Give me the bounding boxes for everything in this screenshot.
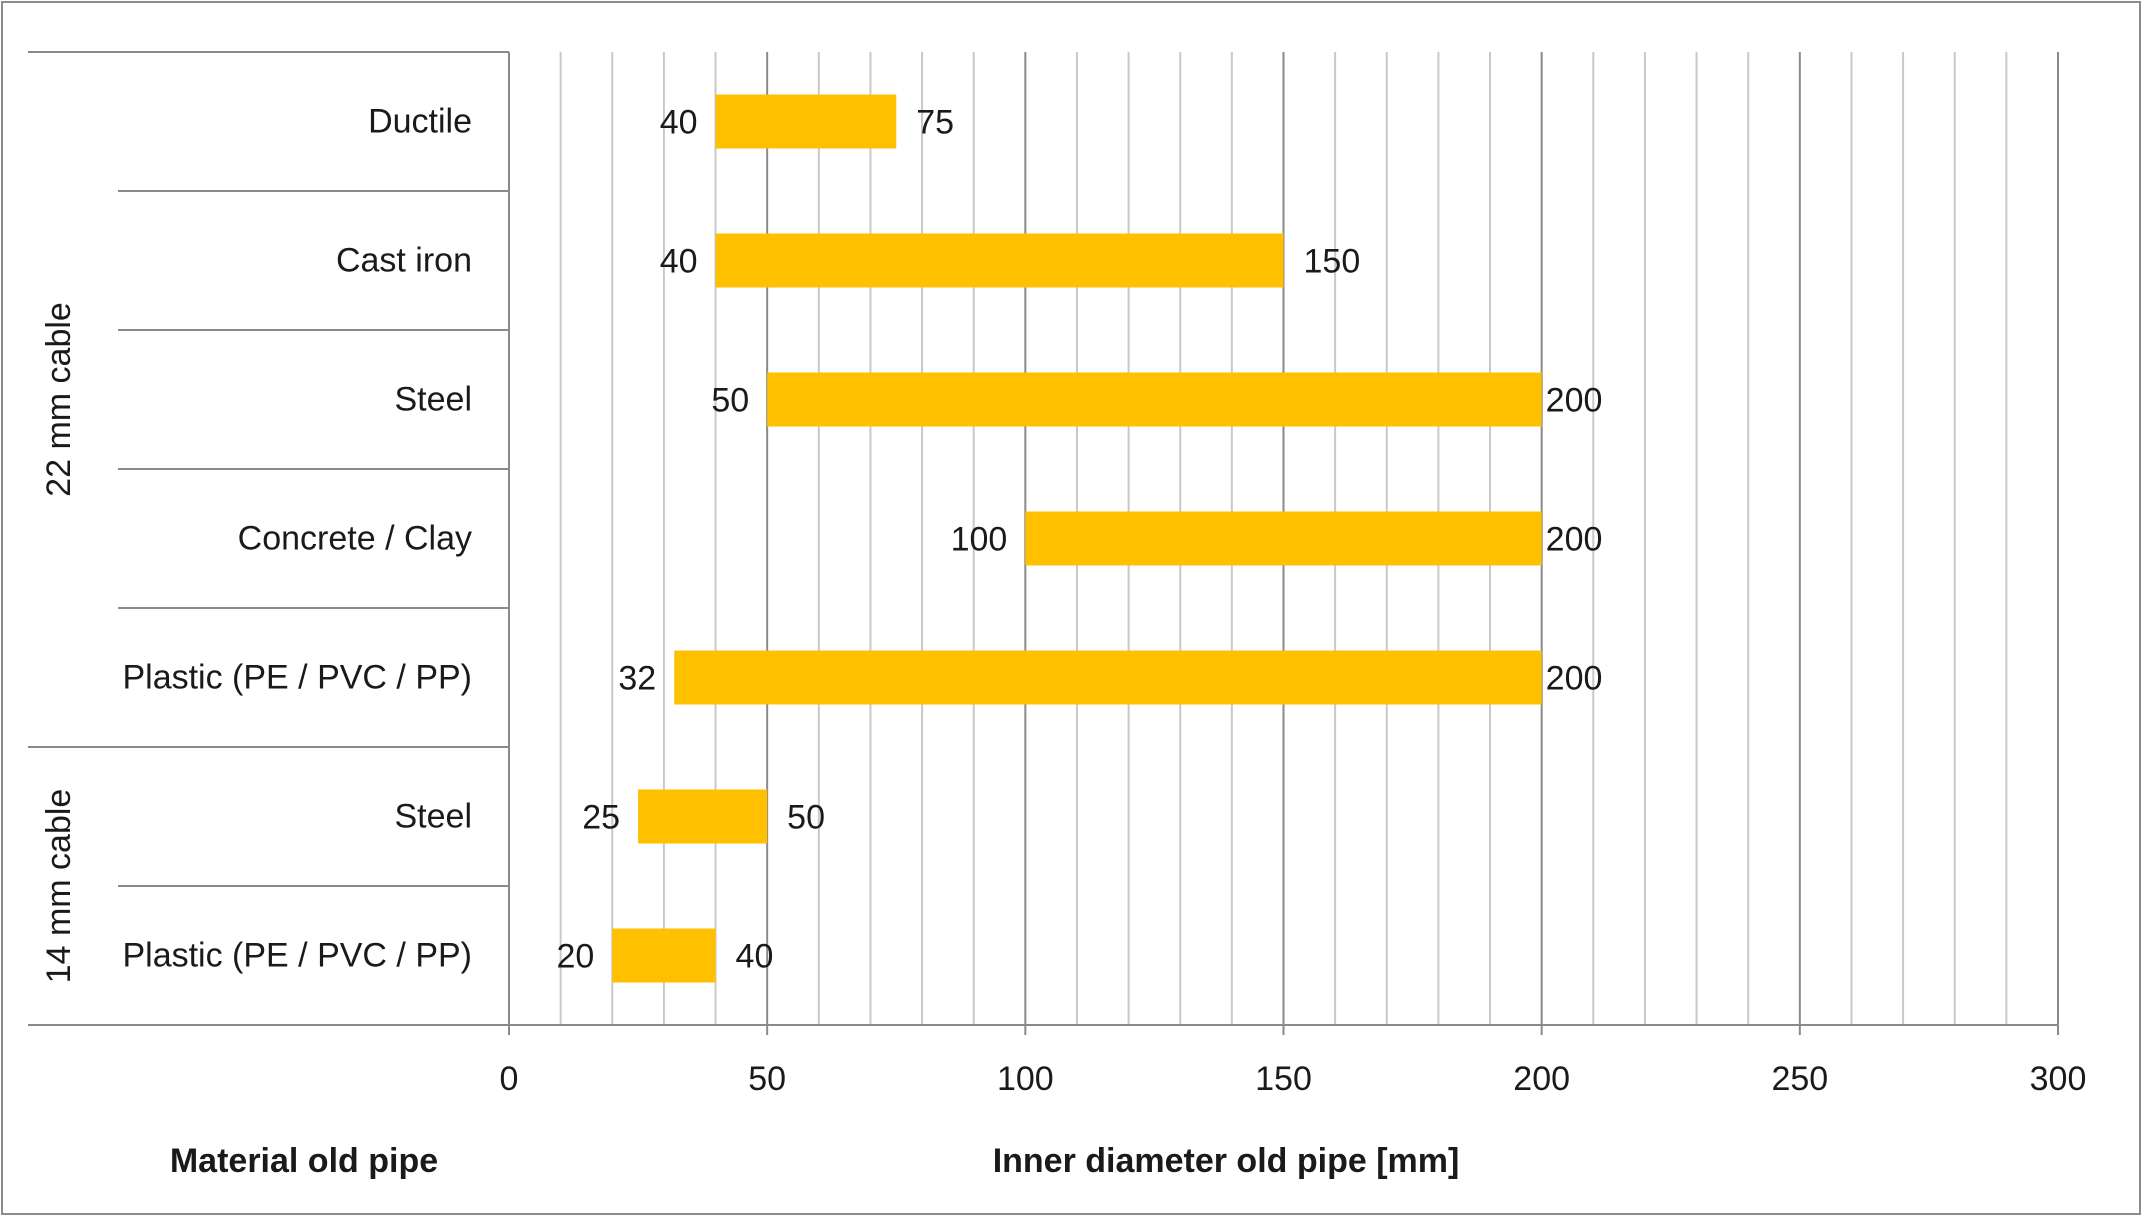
category-label: Steel [395, 381, 473, 419]
category-label: Steel [395, 798, 473, 836]
category-label: Plastic (PE / PVC / PP) [122, 937, 472, 975]
min-value-label: 40 [660, 104, 698, 142]
x-tick-label: 250 [1771, 1060, 1828, 1098]
range-bar [638, 789, 768, 844]
bars [612, 94, 1542, 983]
x-tick-label: 150 [1255, 1060, 1312, 1098]
min-value-label: 32 [618, 660, 656, 698]
x-tick-label: 100 [997, 1060, 1054, 1098]
x-tick-label: 0 [500, 1060, 519, 1098]
value-labels: 40 75 40 150 50 200 100 200 32 200 25 50 20 40 [556, 104, 1602, 976]
max-value-label: 200 [1546, 660, 1603, 698]
max-value-label: 150 [1304, 243, 1361, 281]
x-tick-label: 50 [748, 1060, 786, 1098]
range-bar [767, 372, 1542, 427]
min-value-label: 20 [556, 938, 594, 976]
range-bar [674, 650, 1542, 705]
max-value-label: 200 [1546, 521, 1603, 559]
min-value-label: 40 [660, 243, 698, 281]
range-bar [715, 233, 1284, 288]
min-value-label: 100 [951, 521, 1008, 559]
x-axis-title: Inner diameter old pipe [mm] [993, 1142, 1460, 1180]
category-labels: Ductile Cast iron Steel Concrete / Clay Plas… [122, 103, 472, 975]
max-value-label: 40 [736, 938, 774, 976]
range-bar [612, 928, 716, 983]
min-value-label: 25 [582, 799, 620, 837]
x-tick-label: 300 [2030, 1060, 2087, 1098]
category-label: Ductile [368, 103, 472, 141]
max-value-label: 50 [787, 799, 825, 837]
row-separators [28, 190, 509, 887]
min-value-label: 50 [711, 382, 749, 420]
range-bar [1025, 511, 1542, 566]
x-tick-labels: 0 50 100 150 200 250 300 [500, 1060, 2087, 1098]
max-value-label: 200 [1546, 382, 1603, 420]
y-axis-title: Material old pipe [170, 1142, 438, 1180]
group-label: 14 mm cable [40, 789, 78, 984]
group-labels: 22 mm cable 14 mm cable [40, 302, 78, 983]
category-label: Plastic (PE / PVC / PP) [122, 659, 472, 697]
range-bar [715, 94, 897, 149]
x-tick-label: 200 [1513, 1060, 1570, 1098]
max-value-label: 75 [916, 104, 954, 142]
category-label: Concrete / Clay [238, 520, 472, 558]
category-label: Cast iron [336, 242, 472, 280]
group-label: 22 mm cable [40, 302, 78, 497]
